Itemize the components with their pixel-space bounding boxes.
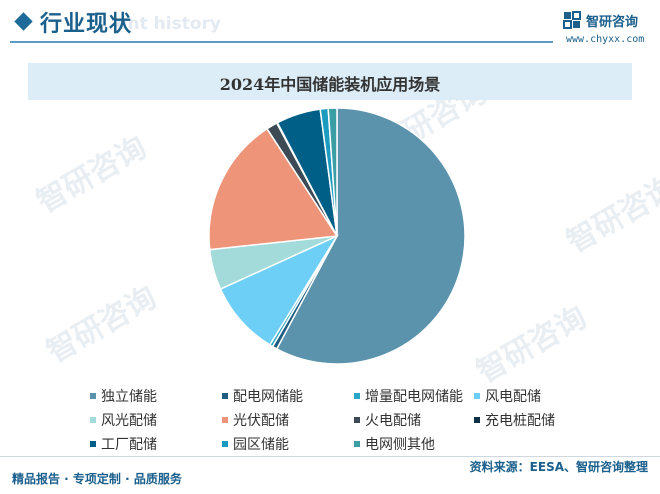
- footer-divider: [0, 456, 660, 457]
- legend-label: 风电配储: [485, 389, 541, 405]
- legend-swatch: [90, 417, 96, 423]
- chart-title: 2024年中国储能装机应用场景: [219, 75, 441, 94]
- legend-swatch: [222, 393, 228, 399]
- legend-swatch: [222, 417, 228, 423]
- pie-chart: [208, 107, 466, 365]
- legend-label: 电网侧其他: [365, 437, 435, 453]
- legend-swatch: [222, 441, 228, 447]
- legend-label: 园区储能: [233, 437, 289, 453]
- legend-swatch: [90, 393, 96, 399]
- legend-label: 工厂配储: [101, 437, 157, 453]
- legend-label: 充电桩配储: [485, 413, 555, 429]
- legend-label: 独立储能: [101, 389, 157, 405]
- logo-url: www.chyxx.com: [566, 34, 645, 45]
- legend-swatch: [354, 393, 360, 399]
- chart-title-band: 2024年中国储能装机应用场景: [28, 63, 632, 100]
- brand-logo: 智研咨询 www.chyxx.com: [556, 8, 660, 48]
- pie-slice-11: [327, 107, 338, 237]
- legend-label: 配电网储能: [233, 389, 303, 405]
- footer-slogan: 精品报告 · 专项定制 · 品质服务: [12, 472, 182, 486]
- legend-label: 光伏配储: [233, 413, 289, 429]
- logo-mark-icon: [563, 11, 581, 29]
- legend-label: 风光配储: [101, 413, 157, 429]
- footer-source: 资料来源：EESA、智研咨询整理: [469, 460, 648, 474]
- pie-slice-4: [219, 234, 339, 346]
- legend-swatch: [474, 393, 480, 399]
- legend-swatch: [354, 441, 360, 447]
- header-divider: [10, 41, 553, 43]
- legend-swatch: [90, 441, 96, 447]
- section-header: ent history 行业现状: [0, 0, 660, 46]
- legend-label: 增量配电网储能: [365, 389, 463, 405]
- legend-label: 火电配储: [365, 413, 421, 429]
- legend-swatch: [354, 417, 360, 423]
- pie-slice-1: [275, 107, 466, 365]
- section-title: 行业现状: [40, 12, 133, 37]
- pie-slice-6: [208, 127, 339, 251]
- logo-name: 智研咨询: [586, 15, 639, 30]
- legend-swatch: [474, 417, 480, 423]
- header-ghost-text: ent history: [116, 14, 221, 34]
